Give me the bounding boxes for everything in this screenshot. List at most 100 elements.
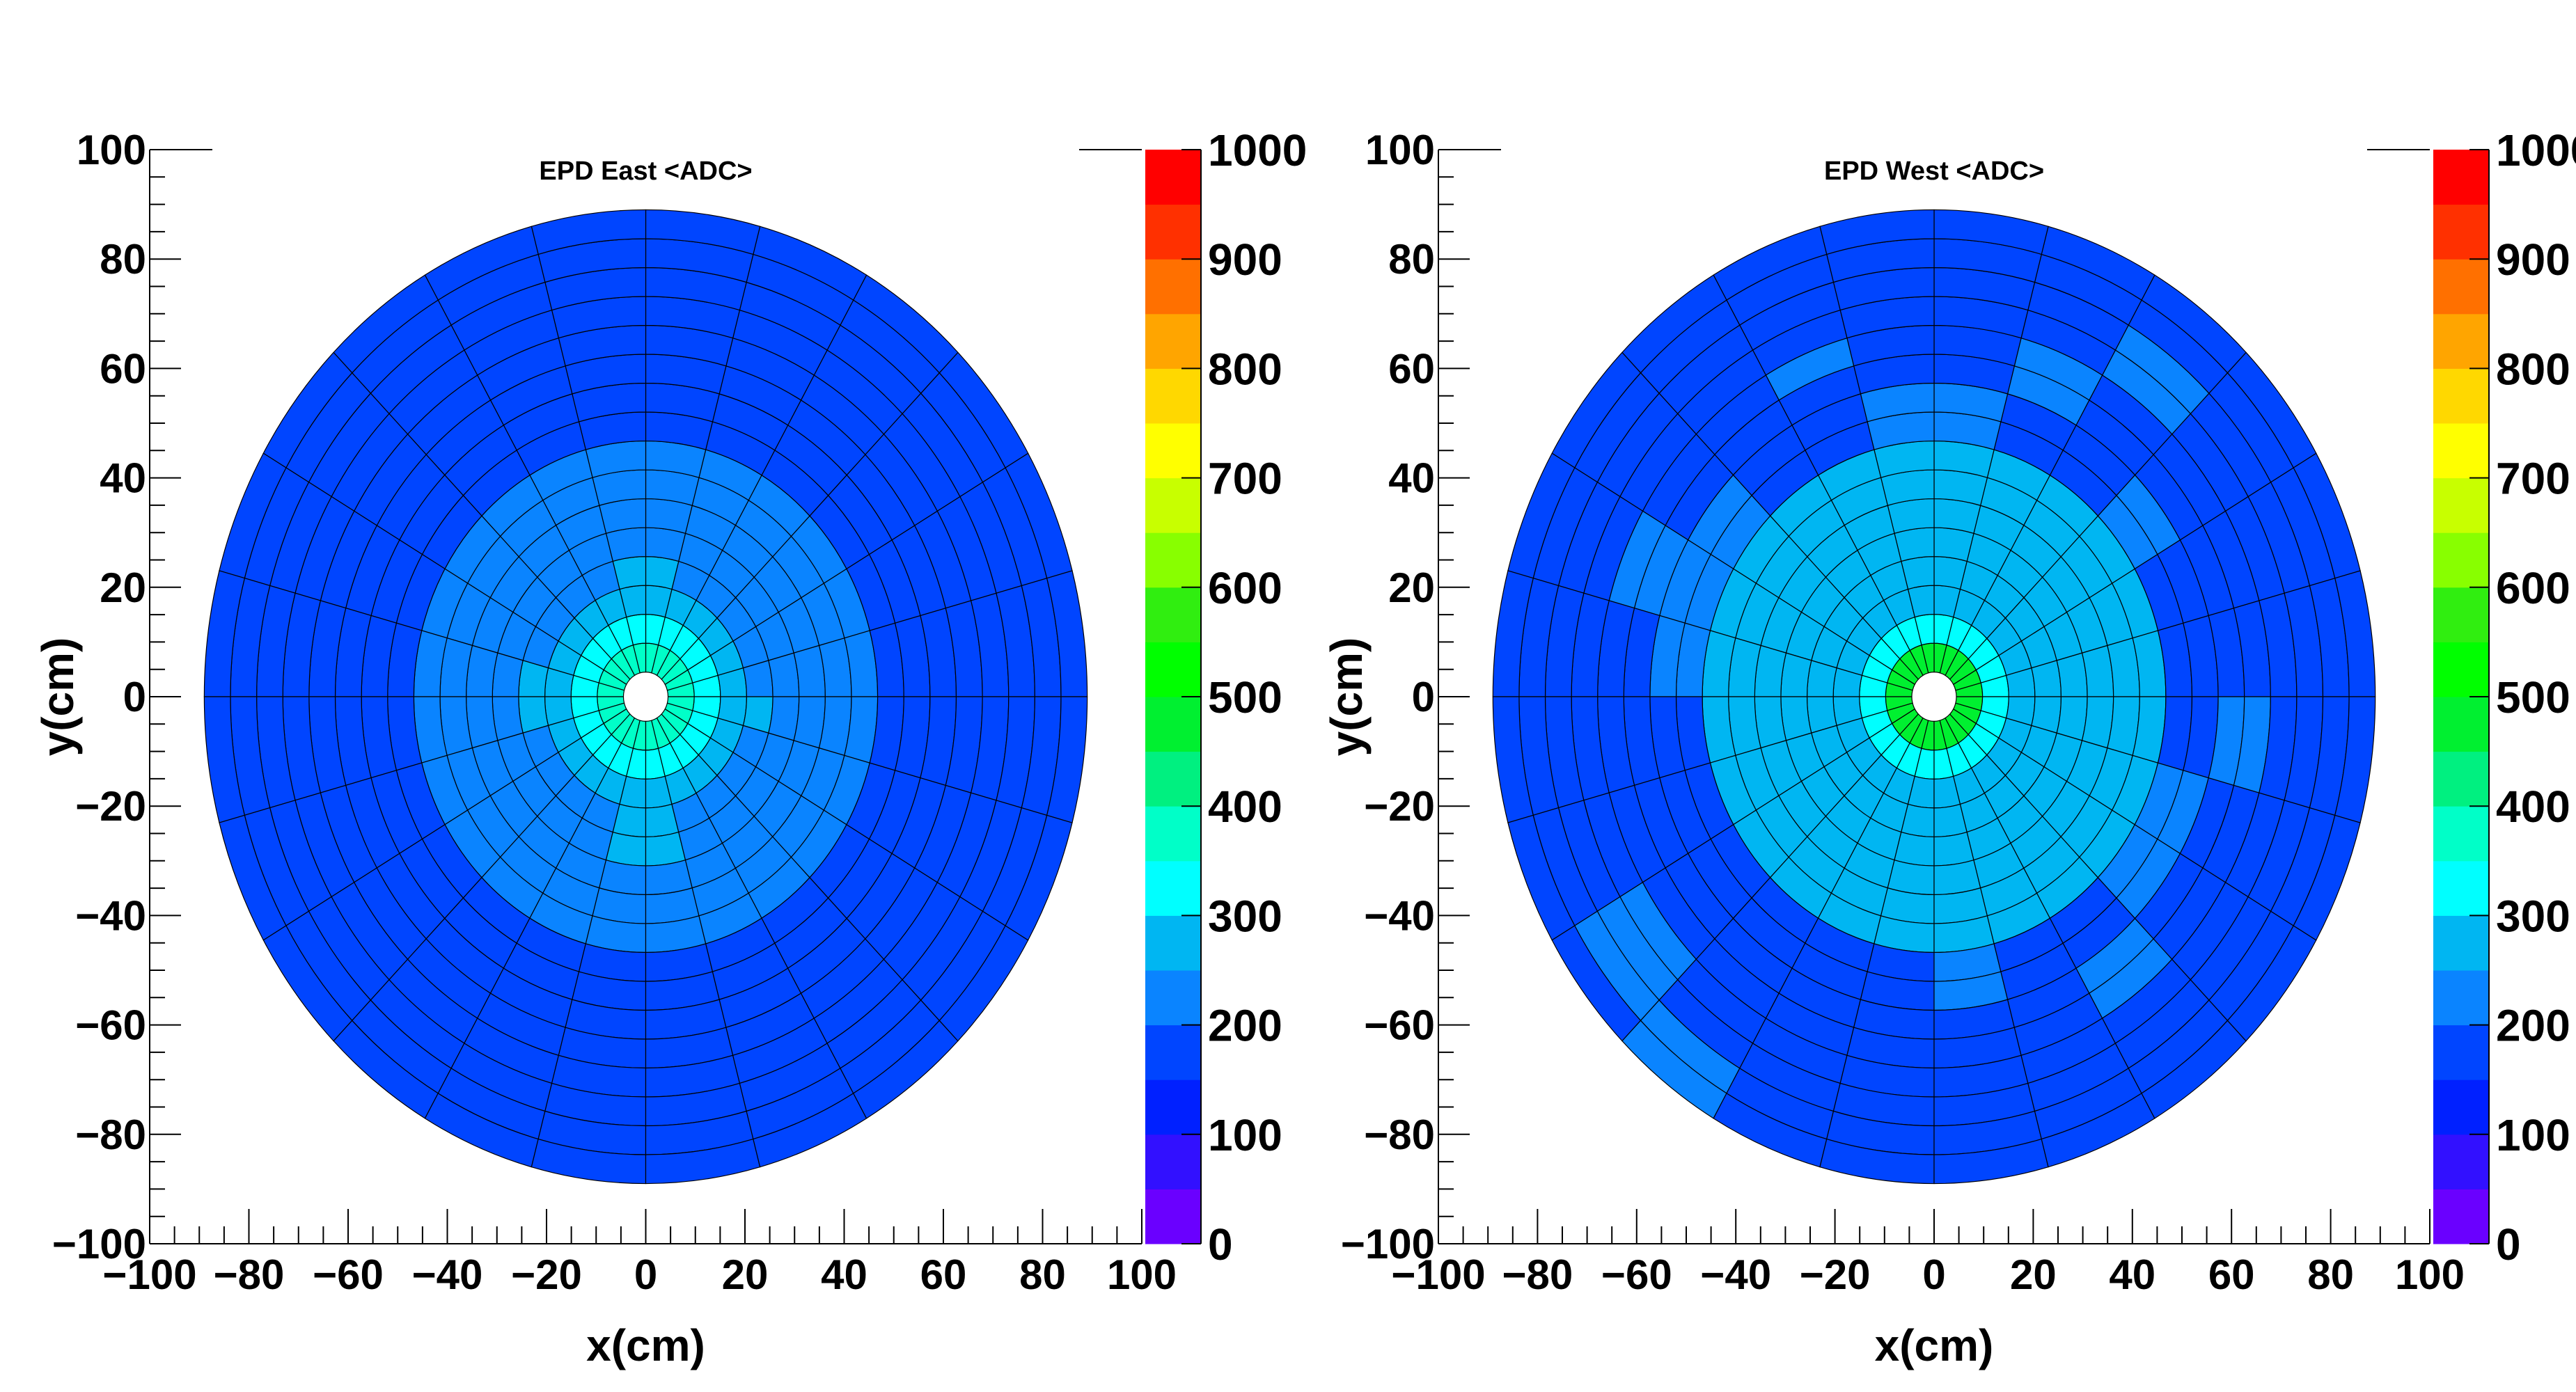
x-tick-label: 40 xyxy=(821,1251,867,1298)
colorbar-swatch xyxy=(1145,806,1201,862)
colorbar-swatch xyxy=(1145,751,1201,807)
tile xyxy=(605,831,647,867)
x-tick-label: 100 xyxy=(1107,1251,1177,1298)
colorbar-swatch xyxy=(1145,915,1201,971)
colorbar-tick-label: 600 xyxy=(2496,563,2570,613)
tile xyxy=(1780,652,1812,697)
tile-layer xyxy=(1492,209,2376,1185)
tile xyxy=(1046,696,1088,823)
y-tick-label: −20 xyxy=(1364,783,1435,830)
x-tick-label: 40 xyxy=(2109,1251,2155,1298)
colorbar-swatch xyxy=(2433,368,2489,424)
colorbar-swatch xyxy=(2433,970,2489,1026)
y-ticks xyxy=(1438,149,1470,1244)
colorbar-tick-label: 800 xyxy=(2496,344,2570,394)
colorbar-swatch xyxy=(2433,150,2489,205)
colorbar-tick-label: 700 xyxy=(2496,454,2570,504)
y-tick-label: 100 xyxy=(1365,127,1435,173)
y-tick-label: 20 xyxy=(1388,564,1435,611)
y-tick-label: 80 xyxy=(100,236,146,283)
x-tick-label: −40 xyxy=(1700,1251,1771,1298)
tile-layer xyxy=(203,209,1088,1185)
colorbar-tick-label: 100 xyxy=(2496,1110,2570,1160)
colorbar-tick-label: 200 xyxy=(1208,1001,1282,1051)
y-tick-label: 40 xyxy=(100,455,146,502)
colorbar-swatch xyxy=(1145,970,1201,1026)
colorbar: 0 100 200 300 400 500 600 700 800 900 1000 xyxy=(2433,125,2576,1270)
x-ticks xyxy=(149,1209,1142,1244)
colorbar-tick-label: 900 xyxy=(1208,235,1282,285)
y-tick-label: −40 xyxy=(1364,892,1435,939)
colorbar-swatch xyxy=(1145,259,1201,315)
y-axis-title: y(cm) xyxy=(1321,638,1372,757)
colorbar-tick-label: 200 xyxy=(2496,1001,2570,1051)
colorbar-swatch xyxy=(2433,532,2489,588)
colorbar-swatch xyxy=(2433,860,2489,916)
colorbar-swatch xyxy=(2433,587,2489,642)
y-tick-label: −60 xyxy=(1364,1002,1435,1049)
colorbar-tick-label: 100 xyxy=(1208,1110,1282,1160)
colorbar-swatch xyxy=(2433,1025,2489,1080)
x-tick-label: −100 xyxy=(1391,1251,1485,1298)
colorbar-tick-label: 1000 xyxy=(2496,125,2576,175)
colorbar-swatch xyxy=(1145,1189,1201,1244)
tile xyxy=(1780,696,1812,741)
colorbar-tick-label: 300 xyxy=(2496,891,2570,941)
x-tick-label: 60 xyxy=(2208,1251,2255,1298)
colorbar: 0 100 200 300 400 500 600 700 800 900 1000 xyxy=(1145,125,1307,1270)
colorbar-tick-label: 500 xyxy=(2496,672,2570,722)
y-tick-label: 0 xyxy=(1412,674,1435,720)
colorbar-tick-label: 400 xyxy=(2496,782,2570,832)
x-axis-title: x(cm) xyxy=(586,1320,705,1370)
colorbar-swatch xyxy=(1145,697,1201,752)
panel-west: −100 −80 −60 −40 −20 0 20 40 60 80 100 −100 −80 −60 −4… xyxy=(1321,125,2576,1370)
colorbar-swatch xyxy=(2433,1189,2489,1244)
colorbar-tick-label: 0 xyxy=(1208,1219,1233,1270)
x-tick-label: 0 xyxy=(1922,1251,1945,1298)
tile xyxy=(2056,696,2088,741)
tile xyxy=(645,527,686,562)
y-tick-label: −80 xyxy=(75,1112,146,1158)
y-tick-label: 60 xyxy=(100,345,146,392)
colorbar-swatch xyxy=(2433,806,2489,862)
tile xyxy=(1933,527,1974,562)
colorbar-swatch xyxy=(1145,1134,1201,1189)
x-tick-label: −80 xyxy=(1502,1251,1573,1298)
colorbar-swatch xyxy=(1145,313,1201,369)
y-tick-label: −20 xyxy=(75,783,146,830)
colorbar-swatch xyxy=(2433,751,2489,807)
colorbar-swatch xyxy=(2433,259,2489,315)
y-tick-label: −40 xyxy=(75,892,146,939)
y-tick-label: 40 xyxy=(1388,455,1435,502)
colorbar-tick-label: 300 xyxy=(1208,891,1282,941)
x-tick-label: 0 xyxy=(634,1251,657,1298)
plot-title: EPD West <ADC> xyxy=(1824,157,2044,186)
colorbar-swatch xyxy=(1145,477,1201,533)
colorbar-tick-label: 800 xyxy=(1208,344,1282,394)
colorbar-swatch xyxy=(2433,1079,2489,1135)
colorbar-tick-label: 500 xyxy=(1208,672,1282,722)
x-tick-label: −20 xyxy=(1800,1251,1871,1298)
colorbar-swatch xyxy=(1145,860,1201,916)
colorbar-swatch xyxy=(1145,532,1201,588)
x-tick-label: −40 xyxy=(412,1251,483,1298)
y-tick-label: 60 xyxy=(1388,345,1435,392)
colorbar-swatch xyxy=(2433,477,2489,533)
y-ticks xyxy=(150,149,181,1244)
colorbar-swatch xyxy=(1145,423,1201,479)
colorbar-swatch xyxy=(2433,1134,2489,1189)
colorbar-swatch xyxy=(2433,915,2489,971)
colorbar-swatch xyxy=(1145,642,1201,697)
plot-title: EPD East <ADC> xyxy=(539,157,752,186)
tile xyxy=(768,696,800,741)
y-tick-label: 20 xyxy=(100,564,146,611)
x-tick-label: 60 xyxy=(920,1251,967,1298)
y-tick-label: 100 xyxy=(77,127,146,173)
colorbar-tick-label: 1000 xyxy=(1208,125,1307,175)
colorbar-swatch xyxy=(2433,642,2489,697)
x-tick-label: −100 xyxy=(102,1251,196,1298)
x-tick-label: 80 xyxy=(1019,1251,1066,1298)
x-tick-label: −20 xyxy=(511,1251,582,1298)
tile xyxy=(492,696,524,741)
